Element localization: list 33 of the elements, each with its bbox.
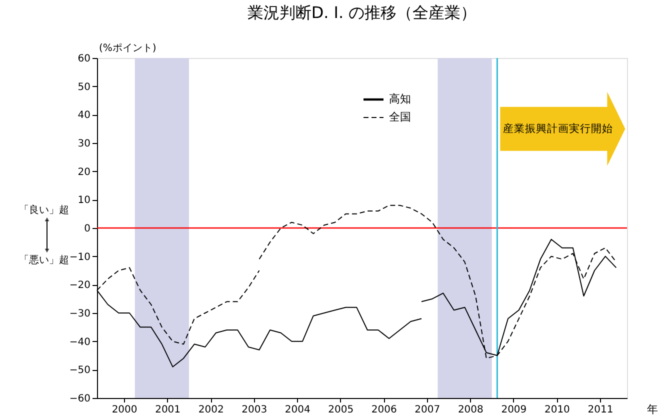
text: 「良い」超 [19,204,69,216]
y-tick-label: 20 [78,166,90,178]
y-tick-label: 10 [78,195,90,206]
y-tick-label: −60 [69,394,90,404]
y-tick-label: 40 [78,110,90,122]
x-tick-label: 2009 [501,404,527,416]
chart-title: 業況判断D. I. の推移（全産業） [247,3,477,22]
x-tick-label: 2007 [414,404,440,416]
y-tick-label: −50 [69,365,90,376]
y-tick-label: 50 [78,82,90,93]
x-tick-label: 2003 [242,404,268,416]
y-tick-label: 30 [78,138,90,150]
x-tick-label: 2011 [588,404,614,416]
y-tick-label: −20 [69,280,90,292]
x-tick-label: 2010 [544,404,570,416]
legend-label: 高知 [389,92,411,106]
y-tick-label: −30 [69,308,90,320]
annotation: 産業振興計画実行開始 [503,122,614,135]
x-tick-label: 2004 [284,404,310,416]
y-tick-label: 60 [78,54,90,64]
y-tick-label: −10 [69,252,90,263]
x-tick-label: 2006 [371,404,397,416]
y-axis-title: (%ポイント) [99,43,156,54]
y-tick-label: −40 [69,336,90,348]
x-tick-label: 2001 [155,404,181,416]
x-tick-label: 2005 [328,404,354,416]
text: 「悪い」超 [19,254,69,266]
x-tick-label: 2000 [112,404,138,416]
y-tick-label: 0 [84,224,90,234]
x-tick-label: 2008 [458,404,484,416]
x-tick-label: 2002 [198,404,224,416]
legend-label: 全国 [389,110,411,124]
x-axis-title: 年 [647,403,658,416]
